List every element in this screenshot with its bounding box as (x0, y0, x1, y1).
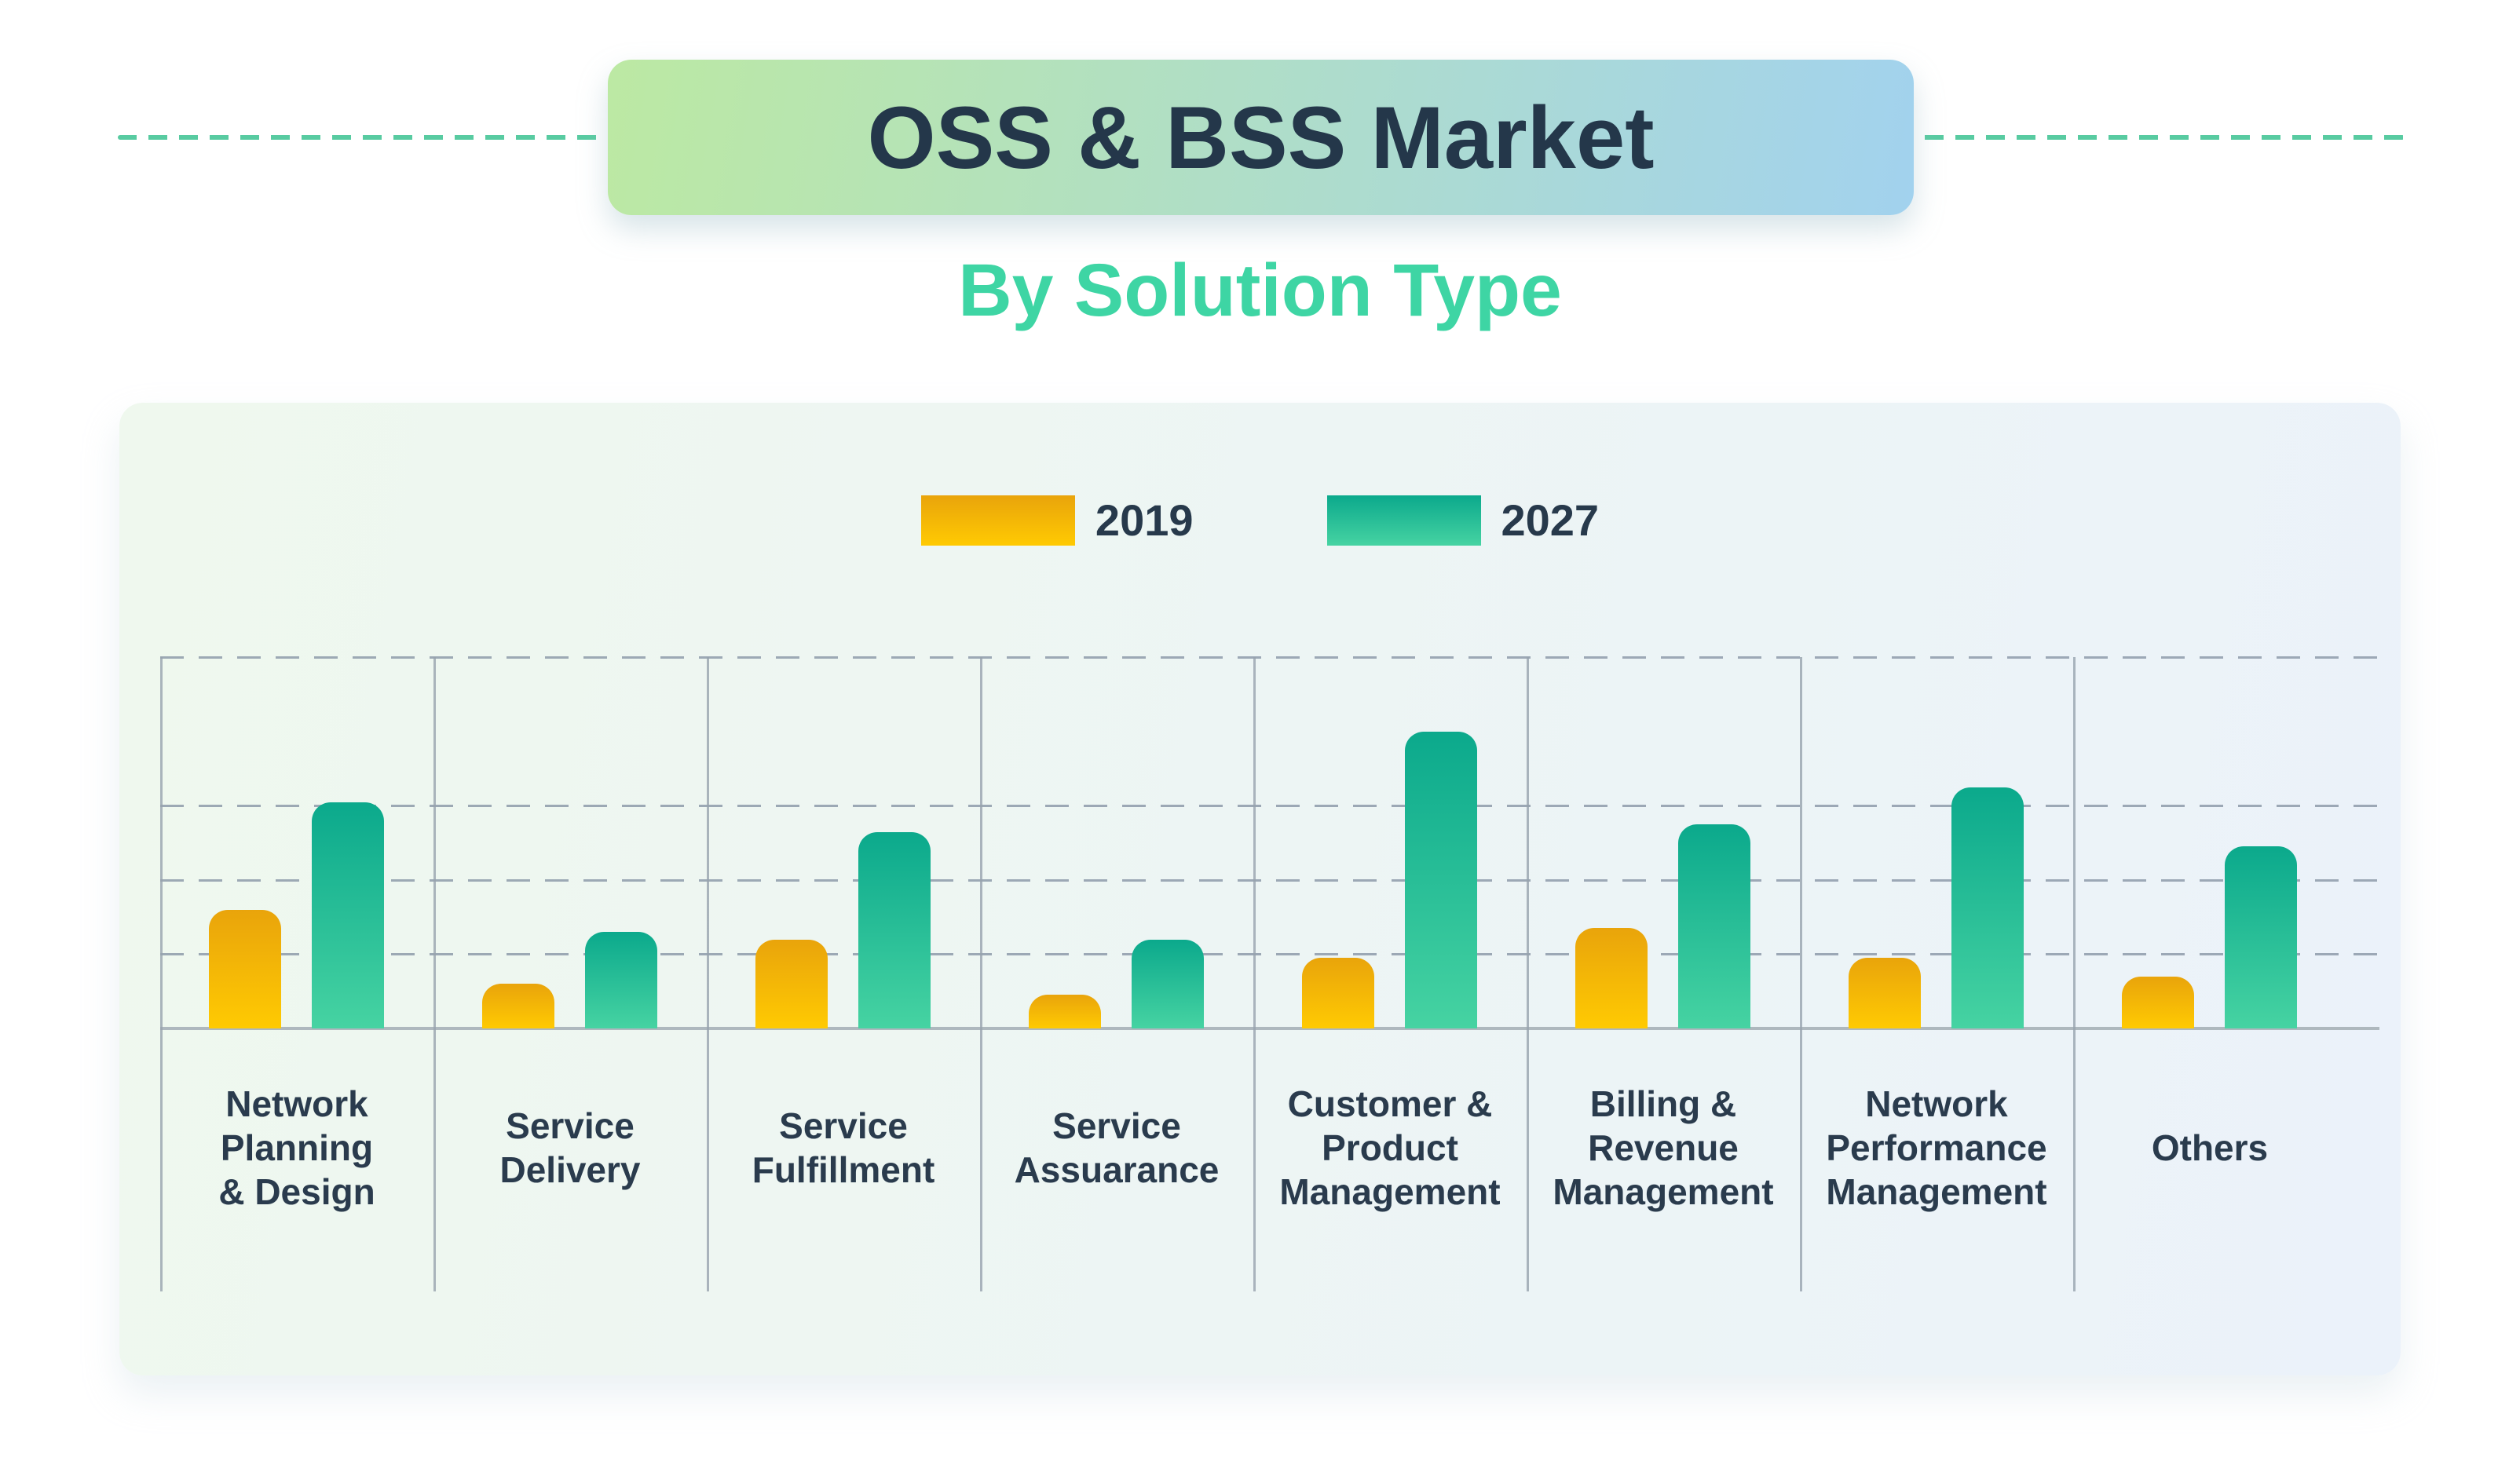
category-label-line: Management (1553, 1171, 1774, 1212)
bar-2019-customer-product-management (1302, 958, 1374, 1028)
category-divider (1253, 657, 1256, 1291)
gridline-3 (160, 805, 2379, 807)
category-label-others: Others (2073, 1126, 2346, 1170)
legend-item-2019: 2019 (920, 495, 1194, 546)
category-label-line: Others (2151, 1127, 2269, 1168)
category-label-line: & Design (218, 1171, 375, 1212)
category-divider (707, 657, 709, 1291)
gridline-2 (160, 878, 2379, 882)
category-divider (433, 657, 436, 1291)
category-label-billing-revenue-management: Billing & Revenue Management (1527, 1082, 1800, 1214)
bar-2019-service-delivery (482, 984, 554, 1028)
category-label-service-delivery: Service Delivery (433, 1104, 707, 1192)
bar-2019-network-planning-design (209, 910, 281, 1028)
bar-2027-network-performance-management (1951, 787, 2024, 1028)
bar-2027-service-fulfillment (858, 832, 931, 1028)
category-label-network-performance-management: Network Performance Management (1800, 1082, 2073, 1214)
category-label-network-planning-design: Network Planning & Design (160, 1082, 433, 1214)
category-label-line: Revenue (1588, 1127, 1739, 1168)
category-label-line: Management (1279, 1171, 1501, 1212)
category-label-customer-product-management: Customer & Product Management (1253, 1082, 1527, 1214)
category-label-line: Management (1826, 1171, 2047, 1212)
bar-2019-others (2122, 977, 2194, 1028)
category-label-service-assuarance: Service Assuarance (980, 1104, 1253, 1192)
bar-2019-network-performance-management (1849, 958, 1921, 1028)
category-label-line: Product (1322, 1127, 1458, 1168)
category-label-line: Network (225, 1083, 368, 1124)
legend-label: 2027 (1501, 495, 1600, 545)
category-label-line: Assuarance (1014, 1149, 1220, 1190)
category-label-line: Planning (220, 1127, 374, 1168)
category-label-line: Customer & (1287, 1083, 1493, 1124)
bar-2019-billing-revenue-management (1575, 928, 1648, 1028)
category-divider (980, 657, 982, 1291)
legend-swatch-2027 (1326, 495, 1481, 546)
category-label-line: Network (1865, 1083, 2008, 1124)
x-axis-baseline (160, 1027, 2379, 1030)
page-subtitle: By Solution Type (958, 249, 1562, 332)
category-label-service-fulfillment: Service Fulfillment (707, 1104, 980, 1192)
category-label-line: Performance (1826, 1127, 2047, 1168)
bar-2027-billing-revenue-management (1678, 824, 1750, 1028)
category-label-line: Billing & (1589, 1083, 1737, 1124)
category-label-line: Fulfillment (752, 1149, 935, 1190)
bar-2019-service-assuarance (1029, 995, 1101, 1028)
chart-legend: 2019 2027 (119, 495, 2401, 546)
title-banner: OSS & BSS Market (608, 60, 1914, 215)
category-divider (1800, 657, 1802, 1291)
legend-label: 2019 (1095, 495, 1194, 545)
bar-2027-service-delivery (585, 932, 657, 1028)
chart-panel: 2019 2027 Network Planning & Design Service D… (119, 403, 2401, 1375)
chart-area: Network Planning & Design Service Delivery Se… (160, 656, 2379, 1291)
bar-2027-customer-product-management (1405, 732, 1477, 1028)
category-label-line: Service (1052, 1105, 1181, 1146)
category-label-line: Delivery (499, 1149, 641, 1190)
category-divider (2073, 657, 2076, 1291)
bar-2027-others (2225, 846, 2297, 1028)
bar-2019-service-fulfillment (755, 940, 828, 1028)
legend-item-2027: 2027 (1326, 495, 1600, 546)
page-title: OSS & BSS Market (867, 88, 1655, 187)
category-divider (1527, 657, 1529, 1291)
bar-2027-network-planning-design (312, 802, 384, 1028)
gridline-1 (160, 953, 2379, 955)
category-label-line: Service (779, 1105, 908, 1146)
gridline-5 (160, 656, 2379, 659)
bar-2027-service-assuarance (1132, 940, 1204, 1028)
legend-swatch-2019 (920, 495, 1075, 546)
category-divider (160, 657, 163, 1291)
category-label-line: Service (506, 1105, 635, 1146)
